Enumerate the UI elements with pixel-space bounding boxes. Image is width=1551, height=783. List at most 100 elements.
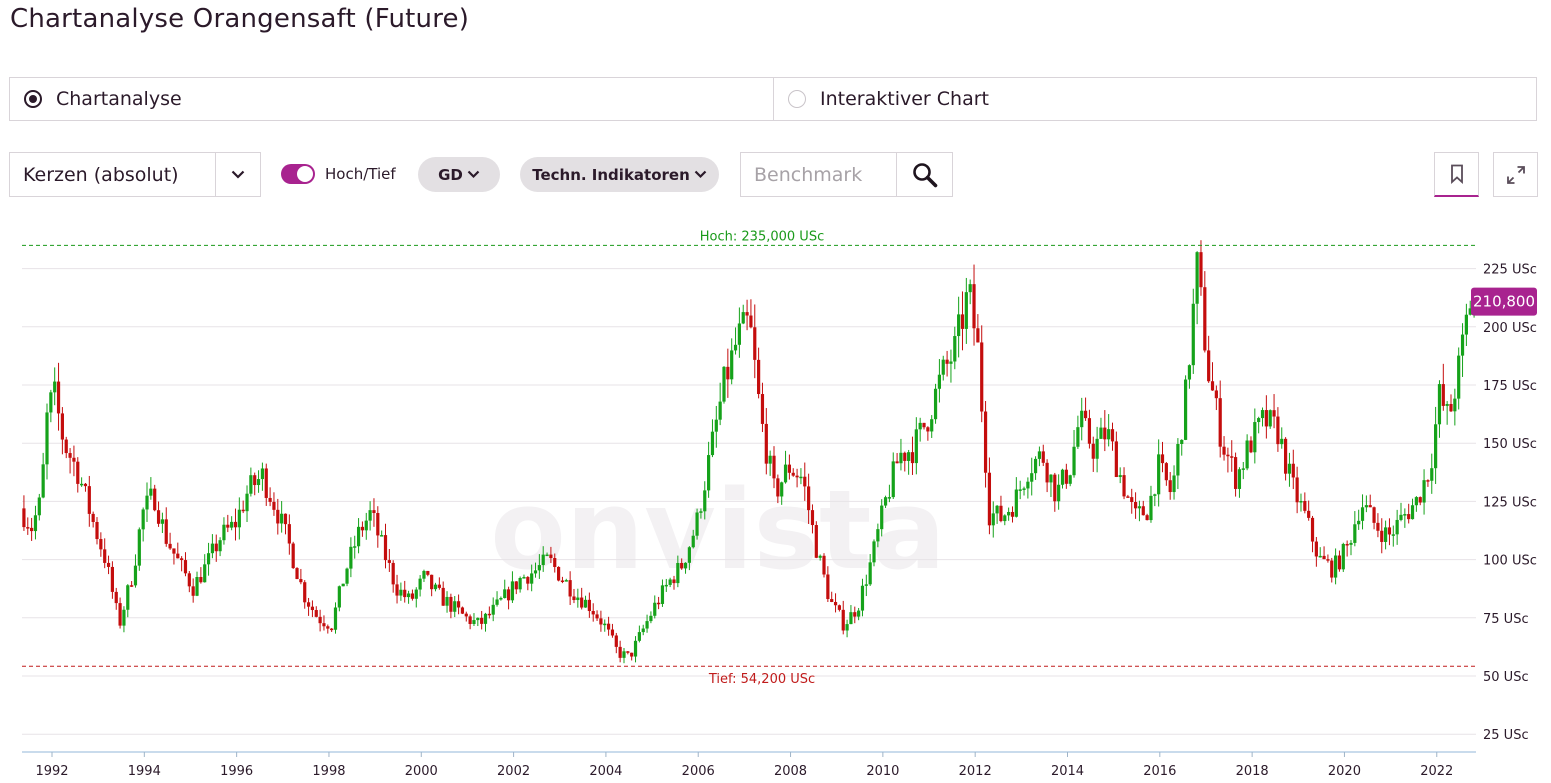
candle [922,422,926,430]
candle-body [560,580,565,583]
candle-body [145,495,149,510]
candle [110,561,114,599]
chart-type-value: Kerzen (absolut) [23,163,179,186]
candle [1364,495,1368,513]
candle-body [691,535,695,548]
candle [714,405,718,448]
candle [322,615,326,631]
radio-selected-icon[interactable] [24,90,42,108]
indicators-dropdown[interactable]: Techn. Indikatoren [520,157,719,192]
candle [95,517,99,545]
candle [1241,461,1245,480]
candle-body [37,497,41,516]
candle [1095,426,1099,473]
candle-body [1207,350,1211,382]
radio-unselected-icon[interactable] [788,90,806,108]
candle [1176,438,1180,490]
candle-body [914,429,918,464]
candle [241,500,245,514]
candle [1114,431,1118,478]
candle-body [1091,443,1095,459]
bookmark-button[interactable] [1434,152,1479,197]
candle [1164,462,1168,486]
candle [603,619,607,632]
x-tick-label: 1998 [312,764,345,779]
chart-type-dropdown-button[interactable] [215,153,260,196]
candle-body [807,486,811,511]
candle [1380,518,1384,554]
benchmark-input[interactable] [741,153,896,196]
mode-option-interaktiver-chart[interactable]: Interaktiver Chart [773,78,1536,120]
candle [283,513,288,535]
candle-body [1176,443,1180,476]
candle-body [630,652,634,657]
candle [1183,375,1188,441]
candle-body [780,482,784,497]
candle-body [1183,379,1188,440]
candle [1153,493,1157,507]
candle [1291,449,1295,490]
candle [1257,416,1261,434]
candle [556,566,561,582]
candle-body [730,350,734,380]
candle-body [791,472,795,476]
candle-body [68,453,72,458]
candle-body [876,529,880,542]
candle [964,277,968,344]
candle [433,582,438,592]
candle-body [891,461,895,498]
candle [687,546,691,571]
candle-body [1457,355,1461,399]
candle-body [1303,501,1307,511]
candle-body [176,553,180,559]
candle [1253,408,1257,464]
candle-body [291,543,295,569]
candle [445,591,449,613]
candle [568,571,572,605]
candle [1368,494,1372,508]
candle [695,508,699,540]
candle [641,624,645,636]
fullscreen-button[interactable] [1493,152,1538,197]
mode-option-chartanalyse[interactable]: Chartanalyse [10,78,773,120]
candle [1130,488,1134,514]
candle [560,576,565,584]
candle [983,400,988,488]
gd-dropdown[interactable]: GD [418,157,500,192]
chart-type-select[interactable]: Kerzen (absolut) [9,152,261,197]
candle-body [622,651,626,658]
candle-body [833,601,838,606]
candle [460,606,465,615]
candle-body [1141,506,1145,516]
candle [1037,446,1042,467]
candle [668,577,672,588]
candle [372,498,376,527]
candle [1449,394,1453,413]
candle-body [1041,451,1045,463]
candle-body [376,513,380,536]
candle [1187,364,1192,389]
candle-body [1014,489,1018,517]
candle-body [895,461,899,464]
highlow-toggle[interactable]: Hoch/Tief [281,164,396,184]
toggle-switch[interactable] [281,164,315,184]
benchmark-search-button[interactable] [896,153,952,196]
candle [972,264,976,346]
candle-body [522,577,526,579]
candle-body [1445,403,1449,406]
candle [1072,429,1076,478]
candle [1287,452,1292,487]
candle-body [399,589,403,596]
candle-body [506,589,511,601]
candle [872,539,876,567]
candle [1080,397,1084,441]
candle-body [141,509,145,530]
candle [1437,380,1442,438]
candle-body [707,455,711,491]
candle-body [653,602,657,616]
candle [537,554,541,579]
candle-body [1399,514,1403,520]
candle-body [1083,410,1088,419]
candle [276,498,280,535]
candle [133,554,138,588]
